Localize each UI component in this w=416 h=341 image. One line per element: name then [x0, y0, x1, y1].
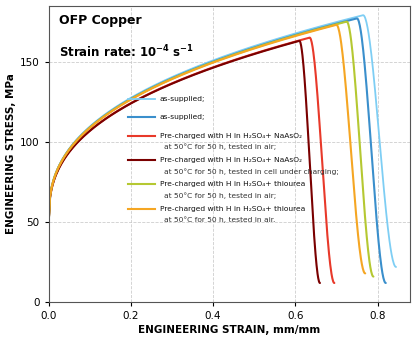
Y-axis label: ENGINEERING STRESS, MPa: ENGINEERING STRESS, MPa	[5, 73, 15, 234]
Text: Strain rate: $\mathbf{10^{-4}\ s^{-1}}$: Strain rate: $\mathbf{10^{-4}\ s^{-1}}$	[59, 44, 194, 61]
Text: Pre-charged with H in H₂SO₄+ thiourea: Pre-charged with H in H₂SO₄+ thiourea	[160, 181, 305, 188]
Text: as-supplied;: as-supplied;	[160, 96, 205, 102]
Text: Pre-charged with H in H₂SO₄+ NaAsO₂: Pre-charged with H in H₂SO₄+ NaAsO₂	[160, 157, 302, 163]
Text: at 50°C for 50 h, tested in cell under charging;: at 50°C for 50 h, tested in cell under c…	[164, 168, 339, 175]
Text: Pre-charged with H in H₂SO₄+ NaAsO₂: Pre-charged with H in H₂SO₄+ NaAsO₂	[160, 133, 302, 139]
Text: at 50°C for 50 h, tested in air.: at 50°C for 50 h, tested in air.	[164, 217, 276, 223]
Text: OFP Copper: OFP Copper	[59, 14, 142, 28]
Text: Pre-charged with H in H₂SO₄+ thiourea: Pre-charged with H in H₂SO₄+ thiourea	[160, 206, 305, 212]
X-axis label: ENGINEERING STRAIN, mm/mm: ENGINEERING STRAIN, mm/mm	[139, 325, 321, 336]
Text: at 50°C for 50 h, tested in air;: at 50°C for 50 h, tested in air;	[164, 144, 277, 150]
Text: at 50°C for 50 h, tested in air;: at 50°C for 50 h, tested in air;	[164, 192, 277, 199]
Text: as-supplied;: as-supplied;	[160, 115, 205, 120]
